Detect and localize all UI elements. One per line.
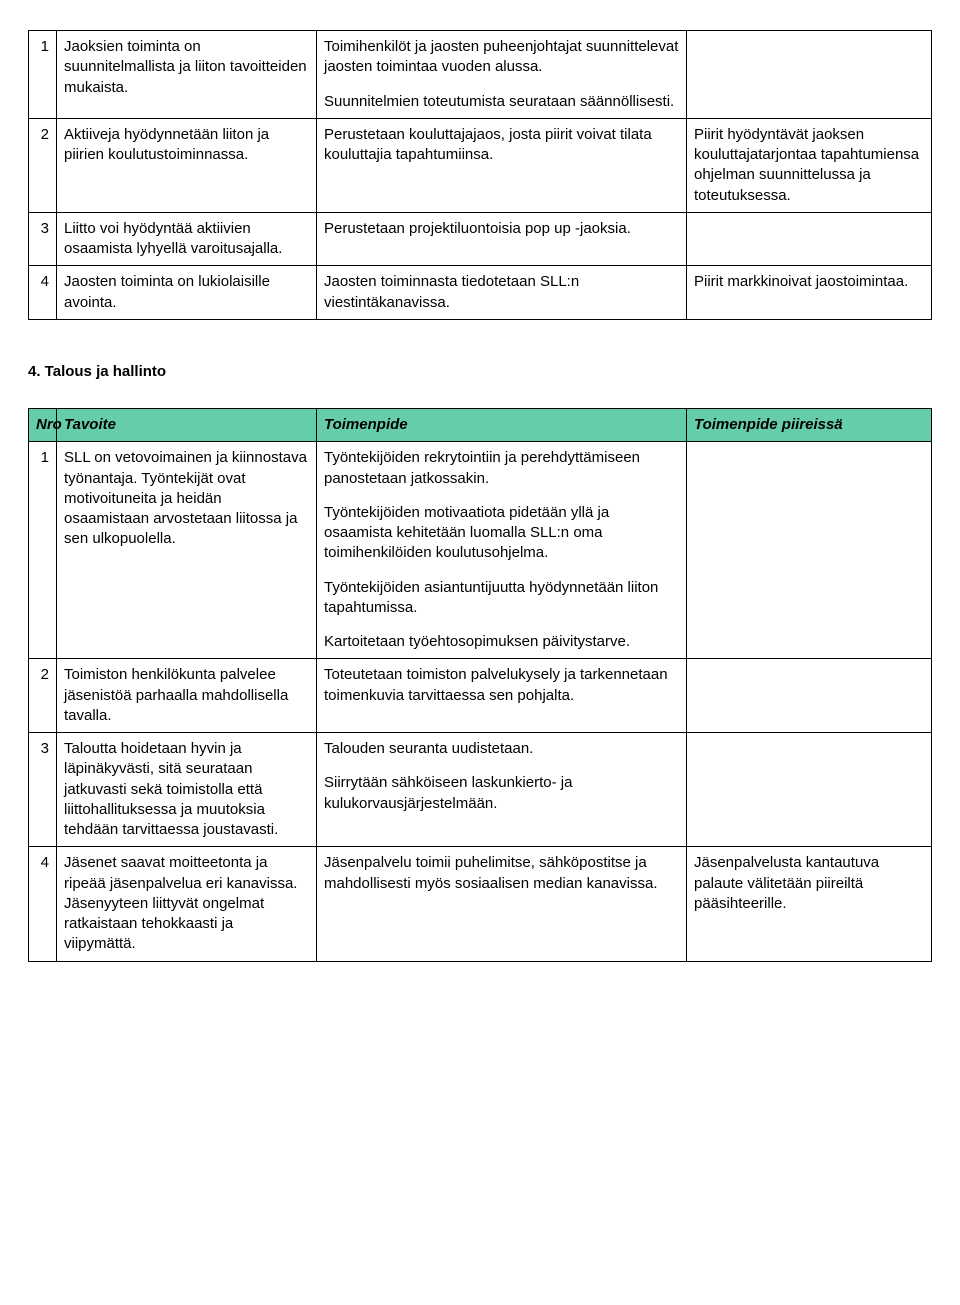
cell-nro: 4 (29, 266, 57, 320)
table-row: 4 Jaosten toiminta on lukiolaisille avoi… (29, 266, 932, 320)
table-row: 3 Taloutta hoidetaan hyvin ja läpinäkyvä… (29, 733, 932, 847)
paragraph: Työntekijöiden asiantuntijuutta hyödynne… (324, 578, 679, 619)
table-row: 2 Aktiiveja hyödynnetään liiton ja piiri… (29, 118, 932, 212)
col-tavoite: Tavoite (57, 409, 317, 442)
cell-tavoite: Jaoksien toiminta on suunnitelmallista j… (57, 31, 317, 119)
cell-piireissa: Jäsenpalvelusta kantautuva palaute välit… (687, 847, 932, 961)
cell-tavoite: Liitto voi hyödyntää aktiivien osaamista… (57, 212, 317, 266)
paragraph: Työntekijöiden rekrytointiin ja perehdyt… (324, 448, 679, 489)
paragraph: Siirrytään sähköiseen laskunkierto- ja k… (324, 773, 679, 814)
cell-piireissa (687, 31, 932, 119)
paragraph: Työntekijöiden motivaatiota pidetään yll… (324, 503, 679, 564)
paragraph: Jäsenpalvelu toimii puhelimitse, sähköpo… (324, 853, 679, 894)
table-row: 3 Liitto voi hyödyntää aktiivien osaamis… (29, 212, 932, 266)
table-header-row: Nro Tavoite Toimenpide Toimenpide piirei… (29, 409, 932, 442)
table-row: 1 SLL on vetovoimainen ja kiinnostava ty… (29, 442, 932, 659)
col-piireissa: Toimenpide piireissä (687, 409, 932, 442)
cell-toimenpide: Jäsenpalvelu toimii puhelimitse, sähköpo… (317, 847, 687, 961)
cell-nro: 2 (29, 118, 57, 212)
table-jaokset: 1 Jaoksien toiminta on suunnitelmallista… (28, 30, 932, 320)
cell-piireissa (687, 733, 932, 847)
col-toimenpide: Toimenpide (317, 409, 687, 442)
cell-tavoite: Toimiston henkilökunta palvelee jäsenist… (57, 659, 317, 733)
paragraph: Perustetaan kouluttajajaos, josta piirit… (324, 125, 679, 166)
cell-piireissa: Piirit markkinoivat jaostoimintaa. (687, 266, 932, 320)
cell-toimenpide: Toteutetaan toimiston palvelukysely ja t… (317, 659, 687, 733)
cell-toimenpide: Perustetaan projektiluontoisia pop up -j… (317, 212, 687, 266)
cell-nro: 4 (29, 847, 57, 961)
cell-tavoite: Aktiiveja hyödynnetään liiton ja piirien… (57, 118, 317, 212)
table-row: 1 Jaoksien toiminta on suunnitelmallista… (29, 31, 932, 119)
paragraph: Perustetaan projektiluontoisia pop up -j… (324, 219, 679, 239)
cell-toimenpide: Työntekijöiden rekrytointiin ja perehdyt… (317, 442, 687, 659)
cell-piireissa (687, 212, 932, 266)
cell-piireissa (687, 659, 932, 733)
cell-nro: 1 (29, 442, 57, 659)
cell-toimenpide: Talouden seuranta uudistetaan. Siirrytää… (317, 733, 687, 847)
table-row: 2 Toimiston henkilökunta palvelee jäseni… (29, 659, 932, 733)
cell-piireissa: Piirit hyödyntävät jaoksen kouluttajatar… (687, 118, 932, 212)
cell-nro: 2 (29, 659, 57, 733)
cell-nro: 3 (29, 212, 57, 266)
cell-toimenpide: Toimihenkilöt ja jaosten puheenjohtajat … (317, 31, 687, 119)
section-heading: 4. Talous ja hallinto (28, 362, 932, 382)
paragraph: Kartoitetaan työehtosopimuksen päivityst… (324, 632, 679, 652)
paragraph: Toteutetaan toimiston palvelukysely ja t… (324, 665, 679, 706)
cell-piireissa (687, 442, 932, 659)
paragraph: Toimihenkilöt ja jaosten puheenjohtajat … (324, 37, 679, 78)
cell-nro: 3 (29, 733, 57, 847)
table-row: 4 Jäsenet saavat moitteetonta ja ripeää … (29, 847, 932, 961)
paragraph: Talouden seuranta uudistetaan. (324, 739, 679, 759)
cell-toimenpide: Jaosten toiminnasta tiedotetaan SLL:n vi… (317, 266, 687, 320)
cell-nro: 1 (29, 31, 57, 119)
col-nro: Nro (29, 409, 57, 442)
cell-tavoite: Jäsenet saavat moitteetonta ja ripeää jä… (57, 847, 317, 961)
paragraph: Jaosten toiminnasta tiedotetaan SLL:n vi… (324, 272, 679, 313)
cell-toimenpide: Perustetaan kouluttajajaos, josta piirit… (317, 118, 687, 212)
table-talous: Nro Tavoite Toimenpide Toimenpide piirei… (28, 408, 932, 962)
cell-tavoite: Taloutta hoidetaan hyvin ja läpinäkyväst… (57, 733, 317, 847)
cell-tavoite: Jaosten toiminta on lukiolaisille avoint… (57, 266, 317, 320)
paragraph: Suunnitelmien toteutumista seurataan sää… (324, 92, 679, 112)
cell-tavoite: SLL on vetovoimainen ja kiinnostava työn… (57, 442, 317, 659)
